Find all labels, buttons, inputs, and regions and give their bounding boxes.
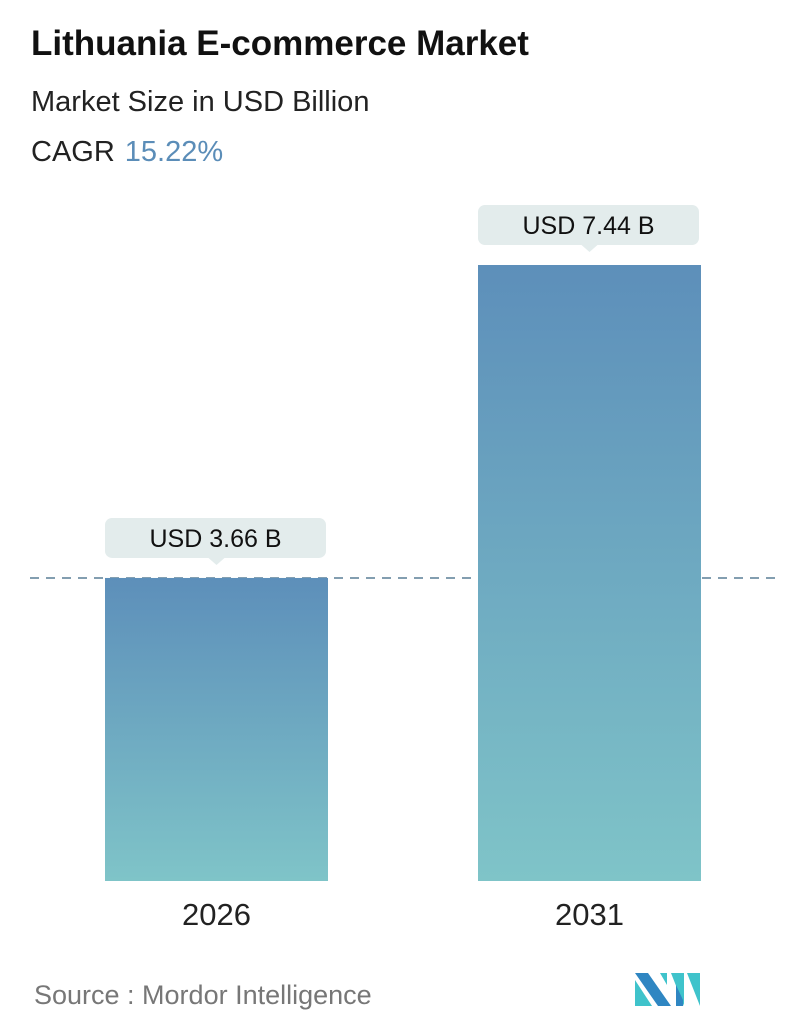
x-tick-label: 2026 xyxy=(182,897,251,932)
x-tick-label: 2031 xyxy=(555,897,624,932)
source: Source : Mordor Intelligence xyxy=(34,980,372,1010)
data-label-pointer xyxy=(208,557,225,565)
bar-2026 xyxy=(105,577,328,881)
chart-subtitle: Market Size in USD Billion xyxy=(31,86,370,118)
data-label: USD 7.44 B xyxy=(522,212,654,240)
data-label-box xyxy=(478,205,699,245)
cagr-value: 15.22% xyxy=(124,136,224,168)
data-label-box xyxy=(105,517,326,558)
cagr: CAGR 15.22% xyxy=(31,136,223,169)
chart-title: Lithuania E-commerce Market xyxy=(31,24,529,63)
cagr-label: CAGR xyxy=(31,136,115,168)
data-label-pointer xyxy=(581,245,598,252)
data-label: USD 3.66 B xyxy=(149,525,281,553)
bar-2031 xyxy=(478,265,701,881)
